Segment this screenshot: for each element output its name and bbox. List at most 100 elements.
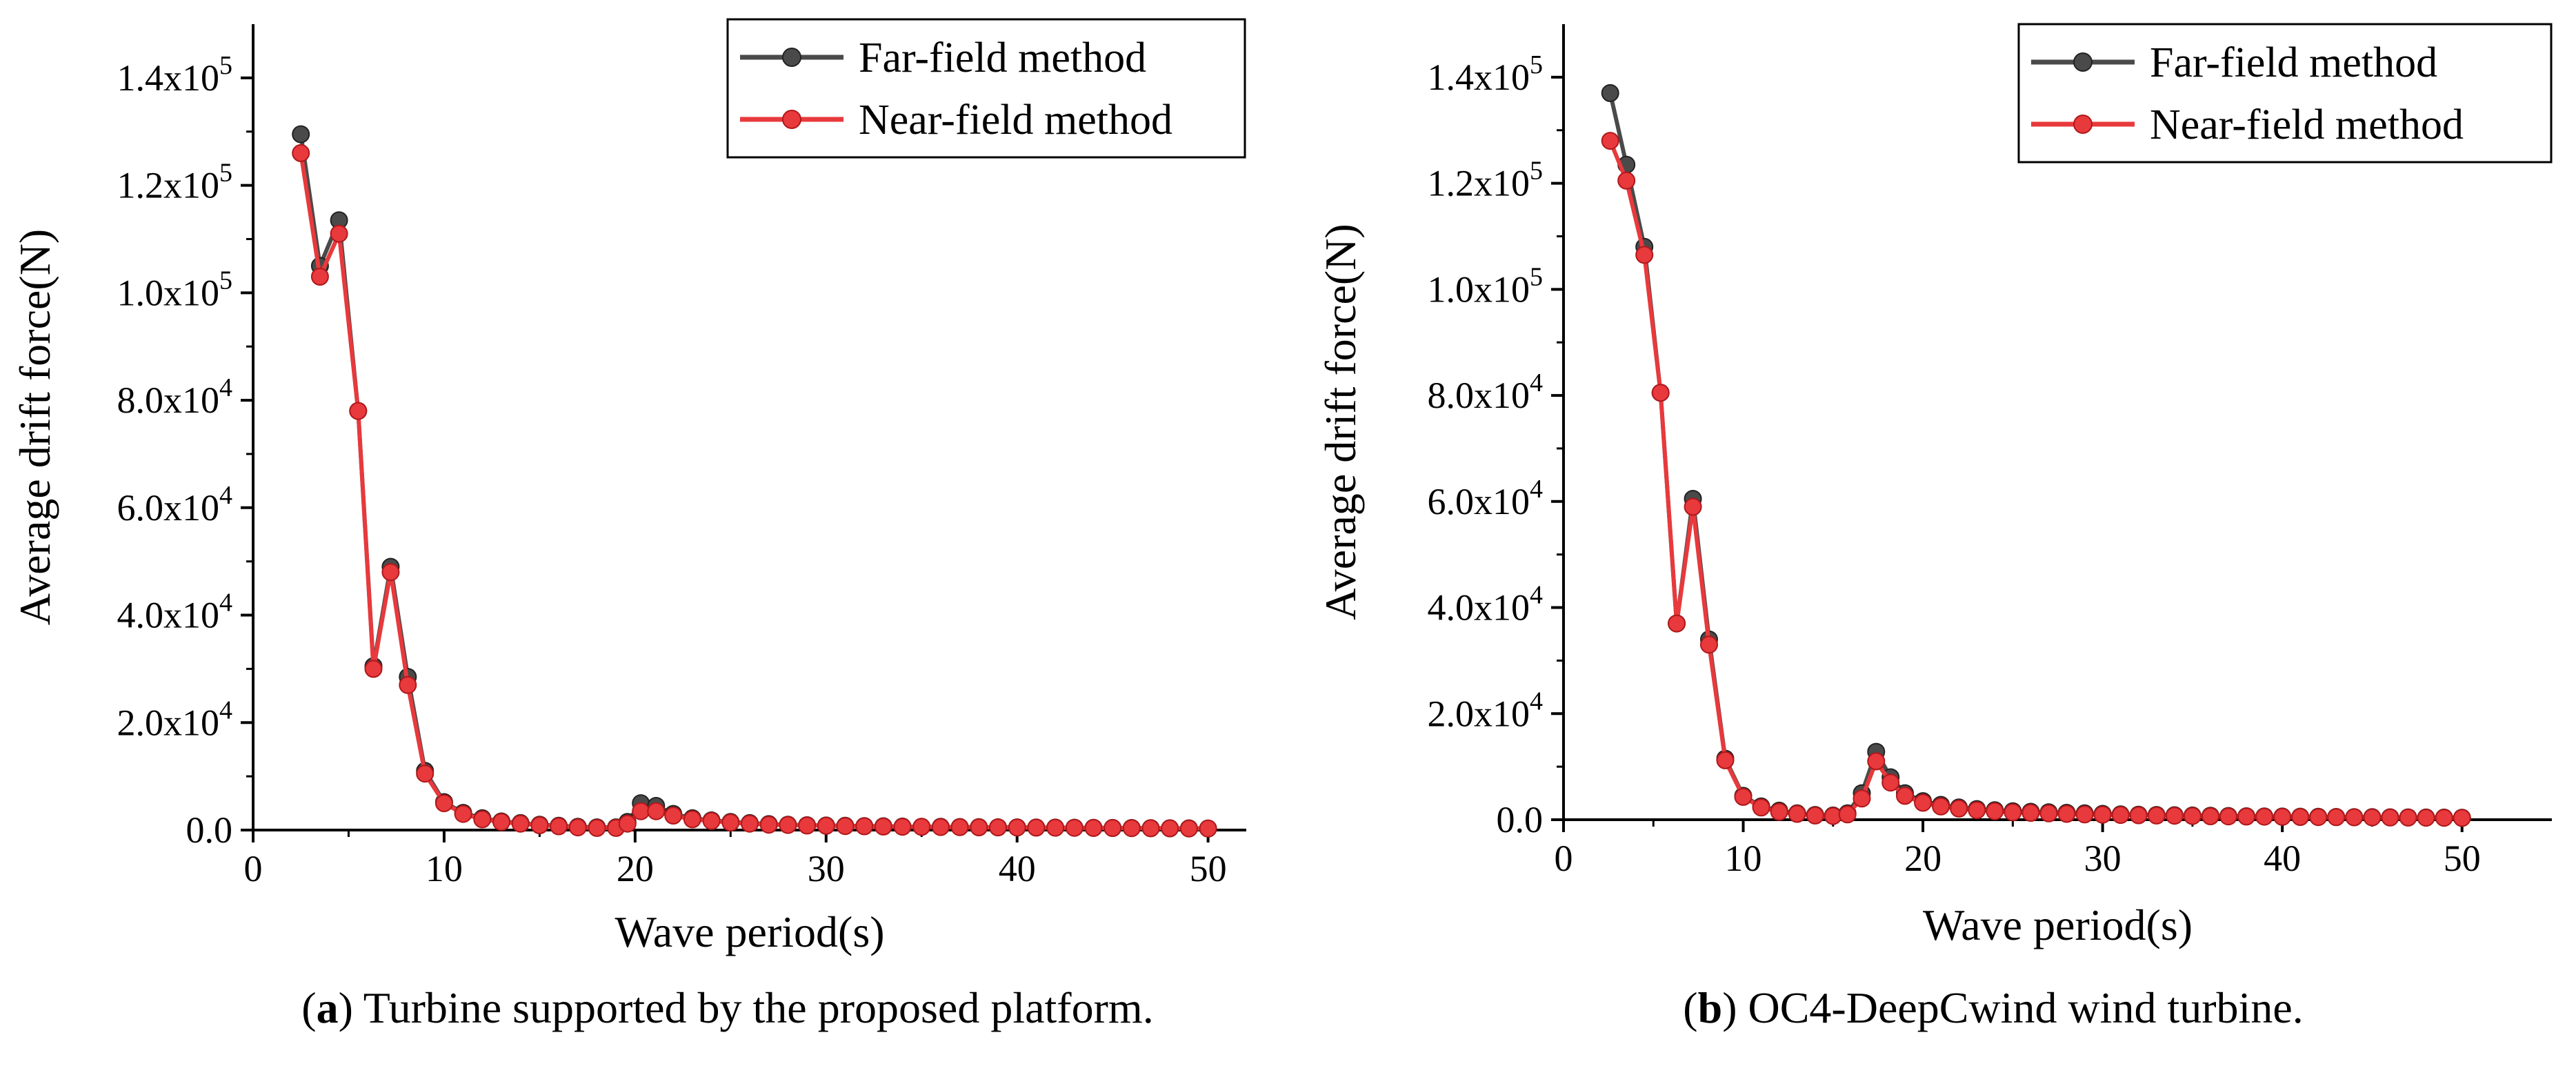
data-point-near-field xyxy=(2165,807,2184,825)
data-point-near-field xyxy=(1770,802,1788,821)
data-point-near-field xyxy=(492,813,510,831)
data-point-near-field xyxy=(2201,807,2219,825)
data-point-near-field xyxy=(588,818,606,837)
x-tick-label: 0 xyxy=(1555,838,1573,879)
y-tick-mantissa: 8.0x10 xyxy=(1428,375,1530,416)
data-point-near-field xyxy=(1968,801,1986,820)
legend-marker-near-field xyxy=(782,110,801,129)
caption-open-paren: ( xyxy=(1683,983,1697,1032)
y-tick-mantissa: 2.0x10 xyxy=(1428,693,1530,734)
data-point-near-field xyxy=(874,817,892,836)
data-point-near-field xyxy=(2399,808,2417,827)
x-tick-label: 20 xyxy=(617,848,654,889)
y-tick-exponent: 4 xyxy=(1530,687,1543,716)
data-point-near-field xyxy=(2381,808,2399,827)
x-tick-label: 10 xyxy=(426,848,463,889)
y-tick-label: 1.2x105 xyxy=(117,159,233,206)
y-tick-label: 6.0x104 xyxy=(1428,475,1544,522)
data-point-near-field xyxy=(2219,807,2237,826)
data-point-near-field xyxy=(2363,808,2382,827)
data-point-near-field xyxy=(721,813,740,832)
data-point-near-field xyxy=(2255,807,2274,826)
y-tick-mantissa: 1.4x10 xyxy=(117,57,220,99)
y-tick-mantissa: 1.2x10 xyxy=(117,165,220,206)
y-tick-label: 6.0x104 xyxy=(117,481,233,529)
data-point-near-field xyxy=(950,818,969,836)
data-point-near-field xyxy=(893,818,912,836)
y-tick-exponent: 5 xyxy=(1530,262,1543,291)
data-point-near-field xyxy=(1700,635,1718,654)
y-tick-label: 2.0x104 xyxy=(1428,687,1544,734)
y-axis-label: Average drift force(N) xyxy=(10,229,59,625)
data-point-near-field xyxy=(2453,809,2471,827)
data-point-near-field xyxy=(381,563,400,582)
data-point-near-field xyxy=(1179,819,1198,838)
y-tick-label: 0.0 xyxy=(1497,799,1544,840)
data-point-near-field xyxy=(1788,805,1806,823)
data-point-near-field xyxy=(416,765,435,783)
data-point-near-field xyxy=(817,816,835,835)
data-point-near-field xyxy=(1838,805,1857,824)
data-point-near-field xyxy=(2075,805,2094,824)
y-tick-label: 1.2x105 xyxy=(1428,157,1544,204)
data-point-near-field xyxy=(759,816,778,834)
y-axis-label: Average drift force(N) xyxy=(1316,224,1365,620)
x-axis-label: Wave period(s) xyxy=(615,907,884,956)
caption-open-paren: ( xyxy=(301,983,316,1032)
caption-text: Turbine supported by the proposed platfo… xyxy=(353,983,1154,1032)
data-point-near-field xyxy=(1008,818,1026,837)
y-tick-exponent: 5 xyxy=(1530,50,1543,79)
data-point-near-field xyxy=(310,268,329,286)
data-point-near-field xyxy=(1716,751,1735,769)
y-tick-label: 8.0x104 xyxy=(117,373,233,421)
y-tick-label: 2.0x104 xyxy=(117,696,233,743)
data-point-near-field xyxy=(1867,752,1886,771)
data-point-near-field xyxy=(618,814,637,833)
data-point-near-field xyxy=(550,817,568,836)
y-tick-mantissa: 1.0x10 xyxy=(117,272,220,313)
data-point-near-field xyxy=(2345,808,2364,827)
x-tick-label: 10 xyxy=(1725,838,1762,879)
x-tick-label: 40 xyxy=(999,848,1036,889)
y-tick-mantissa: 1.0x10 xyxy=(1428,268,1530,310)
y-tick-label: 1.4x105 xyxy=(1428,50,1544,98)
x-tick-label: 50 xyxy=(2444,838,2481,879)
data-point-near-field xyxy=(2057,805,2076,823)
data-point-near-field xyxy=(1601,132,1619,150)
legend-marker-near-field xyxy=(2073,115,2093,134)
legend-label-far-field: Far-field method xyxy=(2150,39,2437,86)
data-point-near-field xyxy=(2291,808,2310,826)
data-point-near-field xyxy=(2435,809,2453,827)
data-point-near-field xyxy=(530,816,549,834)
x-tick-label: 30 xyxy=(808,848,845,889)
data-point-near-field xyxy=(1027,818,1046,837)
data-point-near-field xyxy=(931,818,950,836)
y-tick-exponent: 4 xyxy=(1530,368,1543,397)
data-point-near-field xyxy=(364,660,383,678)
data-point-near-field xyxy=(1806,806,1824,825)
data-point-near-field xyxy=(511,814,530,833)
data-point-near-field xyxy=(1617,171,1636,190)
data-point-near-field xyxy=(292,144,310,162)
y-tick-exponent: 4 xyxy=(1530,475,1543,504)
legend-box xyxy=(2017,23,2553,164)
data-point-near-field xyxy=(2004,803,2022,822)
data-point-near-field xyxy=(473,810,492,829)
data-point-near-field xyxy=(2129,806,2148,825)
y-tick-exponent: 4 xyxy=(219,481,232,510)
data-point-near-field xyxy=(1986,802,2004,820)
y-tick-mantissa: 1.4x10 xyxy=(1428,57,1530,98)
data-point-near-field xyxy=(1950,799,1968,818)
data-point-near-field xyxy=(912,818,931,836)
data-point-near-field xyxy=(568,818,587,837)
legend-marker-far-field xyxy=(782,48,801,67)
y-tick-mantissa: 4.0x10 xyxy=(1428,587,1530,629)
data-point-near-field xyxy=(2183,807,2201,825)
y-tick-label: 1.0x105 xyxy=(1428,262,1544,310)
data-point-near-field xyxy=(1752,798,1770,817)
data-point-near-field xyxy=(1104,819,1122,837)
data-point-near-field xyxy=(2237,807,2256,826)
data-point-near-field xyxy=(836,817,855,836)
y-tick-label: 8.0x104 xyxy=(1428,368,1544,416)
